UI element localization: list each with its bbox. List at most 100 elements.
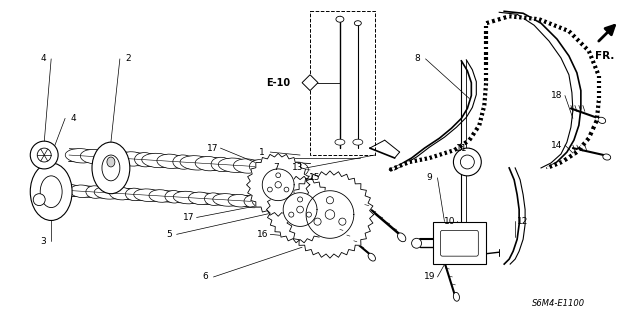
Text: 19: 19	[424, 272, 435, 281]
Ellipse shape	[603, 154, 611, 160]
Text: 10: 10	[444, 217, 455, 226]
Ellipse shape	[211, 157, 232, 172]
FancyBboxPatch shape	[440, 230, 478, 256]
Circle shape	[325, 210, 335, 219]
Ellipse shape	[107, 157, 115, 167]
Polygon shape	[262, 169, 294, 201]
Circle shape	[326, 197, 333, 204]
Polygon shape	[306, 191, 354, 238]
Ellipse shape	[244, 195, 262, 208]
Polygon shape	[246, 153, 310, 216]
Ellipse shape	[96, 150, 117, 165]
Circle shape	[268, 187, 272, 192]
Text: FR.: FR.	[595, 51, 614, 61]
Circle shape	[30, 141, 58, 169]
Text: 7: 7	[273, 163, 279, 173]
Text: 12: 12	[517, 217, 529, 226]
Ellipse shape	[335, 139, 345, 145]
Ellipse shape	[218, 158, 250, 173]
Circle shape	[33, 194, 45, 205]
Ellipse shape	[353, 139, 363, 145]
Ellipse shape	[157, 154, 184, 168]
Ellipse shape	[173, 155, 193, 169]
Circle shape	[460, 155, 474, 169]
Ellipse shape	[213, 194, 241, 206]
Text: S6M4-E1100: S6M4-E1100	[532, 299, 586, 308]
Text: 17: 17	[183, 213, 195, 222]
Ellipse shape	[104, 151, 135, 165]
Ellipse shape	[118, 152, 146, 166]
Ellipse shape	[165, 190, 183, 203]
Ellipse shape	[134, 189, 161, 202]
Circle shape	[275, 182, 282, 188]
Circle shape	[339, 218, 346, 225]
Circle shape	[307, 212, 312, 217]
Ellipse shape	[109, 187, 133, 200]
Ellipse shape	[40, 176, 62, 208]
Text: 14: 14	[551, 141, 563, 150]
Ellipse shape	[287, 162, 308, 176]
Ellipse shape	[134, 152, 156, 167]
Ellipse shape	[70, 185, 93, 197]
Polygon shape	[266, 176, 333, 243]
Ellipse shape	[252, 196, 280, 209]
Text: 13: 13	[292, 163, 304, 173]
Ellipse shape	[86, 186, 104, 198]
Ellipse shape	[397, 233, 406, 242]
Text: 15: 15	[309, 173, 321, 182]
Text: 17: 17	[207, 144, 218, 152]
Circle shape	[284, 187, 289, 192]
Circle shape	[412, 238, 422, 248]
Text: 6: 6	[203, 272, 209, 281]
Ellipse shape	[205, 193, 223, 205]
Circle shape	[37, 148, 51, 162]
Ellipse shape	[228, 195, 252, 207]
Text: 16: 16	[257, 230, 268, 239]
Text: 8: 8	[415, 54, 420, 63]
Ellipse shape	[368, 253, 376, 261]
Polygon shape	[286, 171, 374, 258]
Ellipse shape	[195, 157, 222, 171]
Ellipse shape	[81, 149, 108, 164]
Text: 9: 9	[427, 173, 433, 182]
Ellipse shape	[173, 191, 201, 204]
Ellipse shape	[94, 187, 122, 199]
Text: 1: 1	[259, 148, 265, 157]
Ellipse shape	[272, 161, 299, 175]
Polygon shape	[283, 193, 317, 226]
Text: 2: 2	[125, 54, 131, 63]
Circle shape	[297, 206, 303, 213]
Ellipse shape	[30, 163, 72, 220]
Polygon shape	[302, 75, 318, 91]
Ellipse shape	[65, 149, 97, 163]
Circle shape	[276, 173, 280, 178]
Ellipse shape	[336, 16, 344, 22]
Text: E-10: E-10	[266, 78, 290, 88]
Circle shape	[314, 218, 321, 225]
Ellipse shape	[234, 159, 260, 173]
Ellipse shape	[125, 188, 143, 201]
Ellipse shape	[92, 142, 130, 194]
Ellipse shape	[102, 155, 120, 181]
Text: 18: 18	[551, 91, 563, 100]
Circle shape	[298, 197, 303, 202]
Circle shape	[289, 212, 294, 217]
Ellipse shape	[268, 197, 291, 209]
Ellipse shape	[598, 117, 605, 123]
FancyBboxPatch shape	[433, 222, 486, 264]
Ellipse shape	[250, 160, 270, 174]
Ellipse shape	[453, 293, 460, 301]
Text: 5: 5	[166, 230, 172, 239]
Ellipse shape	[180, 156, 212, 170]
Ellipse shape	[284, 197, 301, 210]
Text: 11: 11	[456, 144, 467, 152]
Ellipse shape	[54, 184, 83, 197]
Ellipse shape	[189, 192, 212, 204]
Ellipse shape	[257, 160, 289, 175]
Ellipse shape	[149, 190, 173, 202]
Circle shape	[453, 148, 481, 176]
Ellipse shape	[355, 21, 362, 26]
Text: 3: 3	[40, 237, 46, 246]
Ellipse shape	[142, 153, 173, 168]
Text: 4: 4	[70, 114, 76, 123]
